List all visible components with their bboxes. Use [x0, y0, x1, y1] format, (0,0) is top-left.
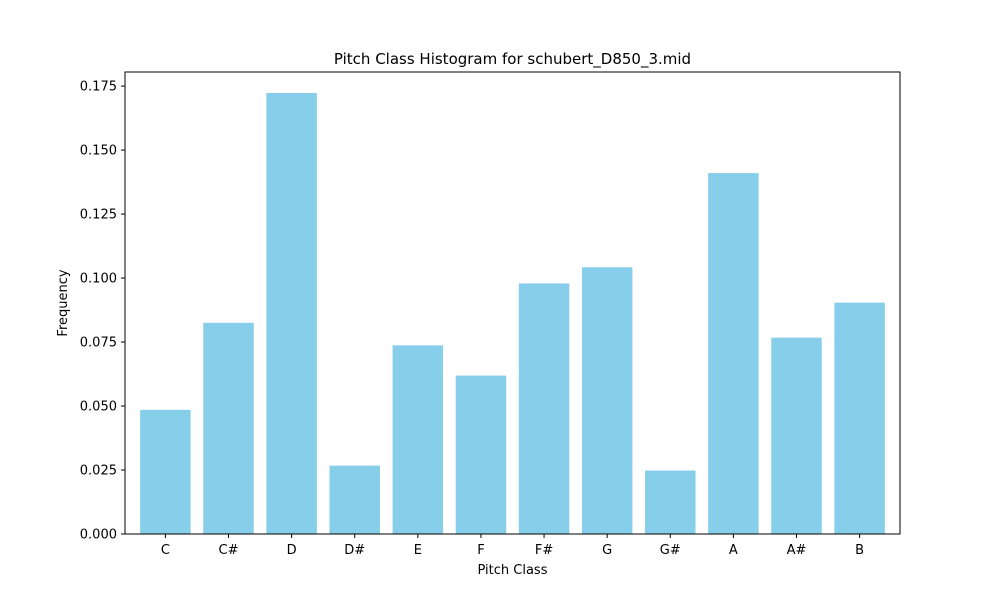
bar-b	[834, 302, 885, 534]
y-axis-label: Frequency	[56, 269, 71, 336]
y-tick-label: 0.175	[80, 80, 117, 95]
x-tick-label: D#	[344, 543, 365, 558]
x-tick-label: F#	[535, 543, 553, 558]
x-tick-label: F	[477, 543, 484, 558]
y-tick-label: 0.125	[80, 208, 117, 223]
y-tick-label: 0.000	[80, 528, 117, 543]
x-tick-label: D	[287, 543, 297, 558]
x-tick-label: E	[414, 543, 422, 558]
y-tick-label: 0.150	[80, 144, 117, 159]
y-tick-label: 0.100	[80, 272, 117, 287]
y-tick-label: 0.050	[80, 400, 117, 415]
x-tick-label: A#	[787, 543, 807, 558]
chart-title: Pitch Class Histogram for schubert_D850_…	[334, 50, 691, 69]
y-axis-ticks: 0.000 0.025 0.050 0.075 0.100 0.125 0.150 0.175	[80, 80, 125, 543]
x-axis-label: Pitch Class	[478, 563, 548, 578]
x-tick-label: C	[161, 543, 170, 558]
bar-g-sharp	[645, 470, 696, 534]
bars-group	[140, 92, 885, 535]
y-tick-label: 0.025	[80, 464, 117, 479]
bar-f	[455, 375, 507, 534]
x-tick-label: C#	[219, 543, 239, 558]
x-tick-label: G#	[660, 543, 681, 558]
bar-a-sharp	[771, 337, 822, 534]
bar-e	[392, 345, 444, 534]
y-tick-label: 0.075	[80, 336, 117, 351]
bar-c	[140, 409, 191, 534]
x-tick-label: B	[855, 543, 864, 558]
plot-frame	[124, 71, 901, 535]
bar-d	[266, 92, 317, 534]
bar-f-sharp	[518, 283, 570, 534]
x-tick-label: A	[729, 543, 738, 558]
bar-c-sharp	[203, 322, 254, 534]
x-axis-ticks: C C# D D# E F F# G G# A A# B	[161, 534, 864, 558]
bar-g	[581, 267, 633, 534]
bar-a	[708, 173, 759, 535]
x-tick-label: G	[602, 543, 612, 558]
bar-d-sharp	[329, 465, 380, 534]
